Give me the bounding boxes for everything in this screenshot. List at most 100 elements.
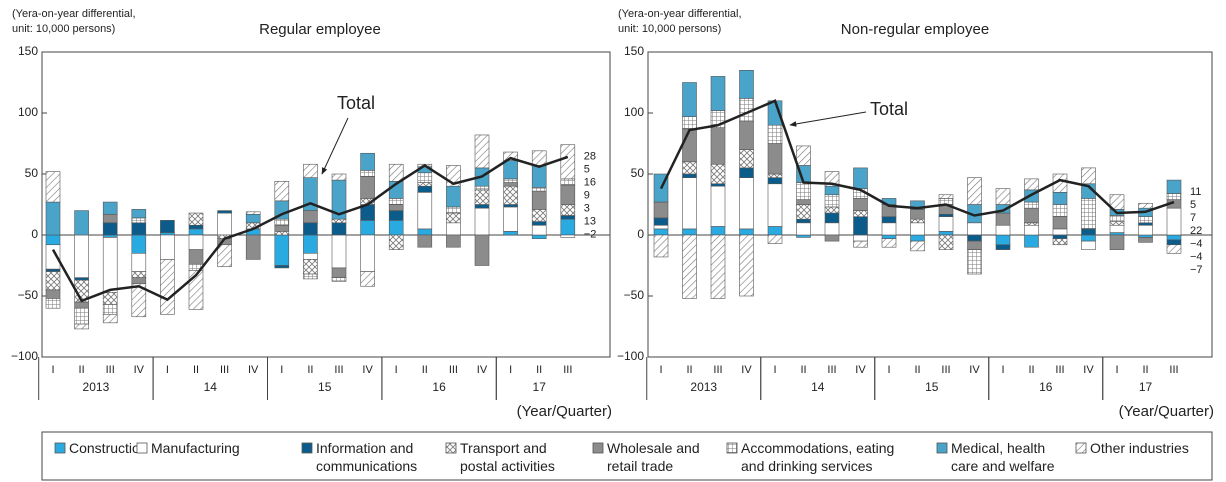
bar-segment [160, 234, 175, 260]
x-tick-label: III [713, 364, 722, 376]
bar-segment [74, 307, 89, 325]
bar-segment [560, 215, 576, 220]
bar-segment [796, 182, 811, 200]
bar-segment [1138, 237, 1153, 243]
bar-segment [796, 145, 811, 166]
bar-segment [1138, 234, 1153, 238]
bar-segment [710, 163, 726, 185]
bar-segment [1024, 207, 1039, 224]
bar-segment [1166, 234, 1182, 241]
x-tick-label: II [79, 364, 85, 376]
bar-segment [1052, 216, 1068, 230]
x-tick-label: II [686, 364, 692, 376]
bar-segment [45, 201, 61, 236]
bar-segment [560, 184, 576, 205]
end-label: 22 [1190, 225, 1202, 237]
bar-segment [560, 178, 576, 186]
bar-segment [102, 234, 118, 238]
y-tick-label: 100 [624, 105, 644, 119]
end-label: 7 [1190, 212, 1196, 224]
end-label: 16 [584, 177, 596, 189]
bar-segment [388, 163, 404, 182]
legend-label: Information and communications [316, 440, 417, 474]
legend-swatch [54, 442, 66, 454]
x-tick-label: I [280, 364, 283, 376]
bar-segment [131, 277, 147, 285]
bar-segment [682, 128, 697, 163]
bar-segment [417, 192, 433, 230]
x-tick-label: II [422, 364, 428, 376]
legend-label: Transport and postal activities [460, 440, 555, 474]
end-label: −7 [1190, 264, 1203, 276]
bar-segment [767, 183, 783, 227]
y-tick-label: 0 [31, 227, 38, 241]
bar-segment [796, 204, 811, 220]
bar-segment [767, 226, 783, 236]
bar-segment [796, 222, 811, 236]
bar-segment [653, 217, 669, 226]
y-tick-label: 150 [624, 44, 644, 58]
bar-segment [938, 216, 954, 232]
bar-segment [503, 185, 518, 205]
bar-segment [767, 234, 783, 244]
bar-segment [446, 212, 461, 224]
bar-segment [331, 222, 347, 236]
bar-segment [102, 237, 118, 293]
end-label: 28 [584, 151, 596, 163]
bar-segment [1138, 224, 1153, 236]
bar-segment [881, 222, 897, 236]
bar-segment [474, 185, 490, 191]
bar-segment [303, 163, 318, 178]
bar-segment [739, 177, 754, 230]
bar-segment [910, 234, 925, 242]
bar-segment [767, 177, 783, 185]
bar-segment [274, 181, 290, 202]
bar-segment [331, 234, 347, 269]
bar-segment [653, 234, 669, 258]
bar-segment [503, 204, 518, 208]
bar-segment [995, 188, 1011, 205]
bar-segment [853, 240, 868, 248]
bar-segment [188, 212, 204, 226]
bar-segment [938, 194, 954, 199]
bar-segment [739, 228, 754, 236]
bar-segment [388, 234, 404, 250]
year-label: 17 [1139, 380, 1153, 394]
bar-segment [388, 210, 404, 221]
bar-segment [967, 222, 982, 236]
chart-title: Non-regular employee [841, 21, 989, 38]
bar-segment [245, 213, 261, 224]
bar-segment [131, 234, 147, 254]
bar-segment [824, 185, 840, 196]
bar-segment [1109, 194, 1125, 210]
bar-segment [881, 234, 897, 239]
year-label: 14 [204, 380, 218, 394]
bar-segment [1024, 222, 1039, 226]
year-label: 17 [533, 380, 547, 394]
bar-segment [74, 301, 89, 309]
bar-segment [360, 234, 375, 272]
bar-segment [245, 211, 261, 215]
plot-frame [41, 51, 611, 358]
x-tick-label: I [659, 364, 662, 376]
y-tick-label: 150 [18, 44, 38, 58]
x-tick-label: II [536, 364, 542, 376]
bar-segment [1052, 204, 1068, 217]
bar-segment [682, 116, 697, 130]
x-tick-label: III [449, 364, 458, 376]
bar-segment [1109, 234, 1125, 250]
total-annotation: Total [870, 99, 908, 119]
bar-segment [1081, 234, 1096, 242]
bar-segment [910, 218, 925, 224]
bar-segment [1024, 201, 1039, 209]
x-tick-label: II [1142, 364, 1148, 376]
bar-segment [995, 212, 1011, 226]
x-tick-label: III [1055, 364, 1064, 376]
bar-segment [995, 234, 1011, 246]
legend-box [41, 431, 1213, 481]
bar-segment [881, 238, 897, 248]
x-tick-label: I [887, 364, 890, 376]
legend-label: Construction [69, 440, 148, 456]
bar-segment [1109, 224, 1125, 233]
bar-segment [739, 121, 754, 150]
